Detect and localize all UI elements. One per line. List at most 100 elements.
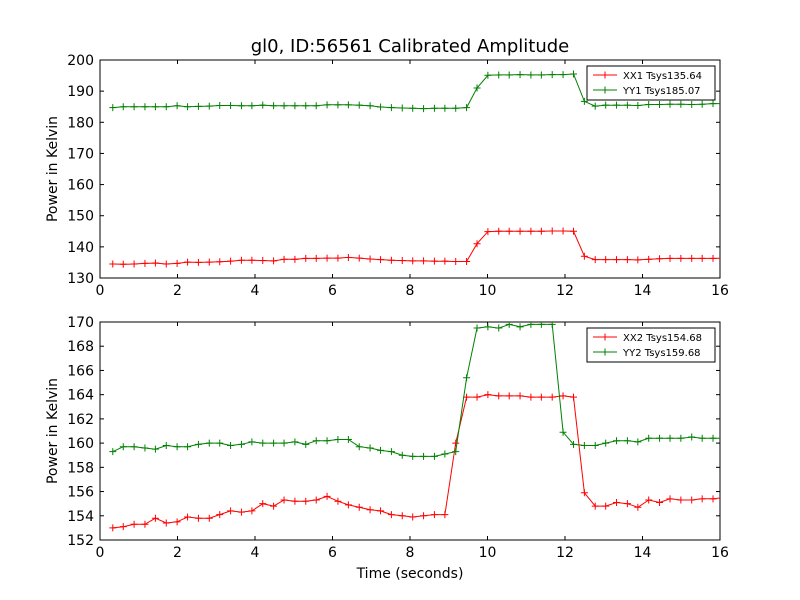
data-point <box>698 434 706 442</box>
data-point <box>387 511 395 519</box>
data-point <box>259 500 267 508</box>
x-tick-label: 10 <box>479 545 497 561</box>
x-tick-label: 8 <box>406 283 415 299</box>
x-tick-label: 0 <box>96 545 105 561</box>
data-point <box>505 322 513 328</box>
y-tick-label: 150 <box>67 209 94 225</box>
x-tick-label: 16 <box>711 283 729 299</box>
data-point <box>473 84 481 92</box>
data-point <box>162 260 170 268</box>
data-point <box>248 102 256 110</box>
data-point <box>162 519 170 527</box>
data-point <box>194 440 202 448</box>
y-axis-label: Power in Kelvin <box>45 378 61 484</box>
data-point <box>666 434 674 442</box>
data-point <box>559 227 567 235</box>
data-point <box>205 439 213 447</box>
series-line <box>112 230 720 265</box>
data-point <box>580 97 588 105</box>
data-point <box>452 104 460 112</box>
data-point <box>409 513 417 521</box>
data-point <box>344 435 352 443</box>
data-point <box>355 503 363 511</box>
data-point <box>151 514 159 522</box>
x-tick-label: 2 <box>173 545 182 561</box>
data-point <box>227 507 235 515</box>
legend: XX1 Tsys135.64 YY1 Tsys185.07 <box>586 65 716 101</box>
legend-marker <box>601 71 609 79</box>
legend-box <box>586 327 716 363</box>
legend-label: XX2 Tsys154.68 <box>623 333 702 344</box>
data-point <box>420 512 428 520</box>
x-tick-label: 4 <box>251 545 260 561</box>
data-point <box>312 437 320 445</box>
data-point <box>430 104 438 112</box>
data-point <box>248 256 256 264</box>
data-point <box>237 508 245 516</box>
y-tick-label: 130 <box>67 271 94 287</box>
data-point <box>570 227 578 235</box>
data-point <box>602 101 610 109</box>
data-point <box>162 103 170 111</box>
data-point <box>709 495 717 503</box>
x-tick-label: 6 <box>328 545 337 561</box>
data-point <box>398 104 406 112</box>
series-xx <box>109 227 720 268</box>
data-point <box>602 502 610 510</box>
data-point <box>677 434 685 442</box>
data-point <box>666 254 674 262</box>
data-point <box>259 439 267 447</box>
data-point <box>613 256 621 264</box>
series-xx <box>109 391 720 532</box>
data-point <box>527 322 535 328</box>
data-point <box>398 512 406 520</box>
data-point <box>366 444 374 452</box>
data-point <box>688 101 696 109</box>
data-point <box>259 101 267 109</box>
y-tick-label: 164 <box>67 388 94 404</box>
legend-label: XX1 Tsys135.64 <box>623 71 702 82</box>
data-point <box>270 257 278 265</box>
data-point <box>344 101 352 109</box>
data-point <box>355 254 363 262</box>
data-point <box>677 496 685 504</box>
data-point <box>645 434 653 442</box>
data-point <box>656 434 664 442</box>
data-point <box>656 101 664 109</box>
legend-label: YY2 Tsys159.68 <box>622 348 701 359</box>
data-point <box>216 511 224 519</box>
data-point <box>141 259 149 267</box>
data-point <box>302 254 310 262</box>
data-point <box>280 439 288 447</box>
data-point <box>623 437 631 445</box>
data-point <box>216 439 224 447</box>
data-point <box>420 257 428 265</box>
data-point <box>505 71 513 79</box>
data-point <box>355 101 363 109</box>
data-point <box>677 100 685 108</box>
data-point <box>591 442 599 450</box>
y-tick-label: 154 <box>67 509 94 525</box>
data-point <box>323 437 331 445</box>
legend-marker <box>601 333 609 341</box>
x-tick-label: 16 <box>711 545 729 561</box>
data-point <box>109 448 117 456</box>
data-point <box>377 446 385 454</box>
data-point <box>130 520 138 528</box>
data-point <box>591 502 599 510</box>
legend-marker <box>601 86 609 94</box>
data-point <box>559 392 567 400</box>
data-point <box>355 443 363 451</box>
data-point <box>205 514 213 522</box>
y-tick-label: 168 <box>67 339 94 355</box>
x-tick-label: 14 <box>634 545 652 561</box>
data-point <box>559 428 567 436</box>
data-point <box>205 102 213 110</box>
x-tick-label: 12 <box>556 283 574 299</box>
data-point <box>527 393 535 401</box>
x-tick-label: 10 <box>479 283 497 299</box>
x-tick-label: 12 <box>556 545 574 561</box>
y-tick-label: 170 <box>67 315 94 331</box>
y-tick-label: 162 <box>67 412 94 428</box>
data-point <box>184 443 192 451</box>
